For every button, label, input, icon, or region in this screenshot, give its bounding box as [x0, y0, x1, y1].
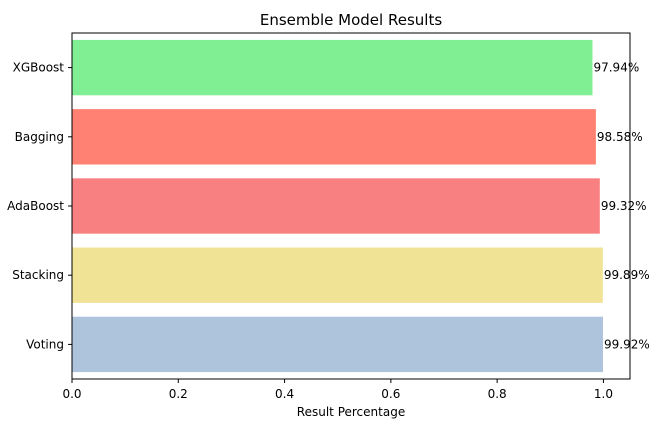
y-axis: Voting Stacking AdaBoost Bagging XGBoost	[7, 61, 72, 351]
x-axis: 0.0 0.2 0.4 0.6 0.8 1.0	[62, 379, 613, 401]
bar-voting	[72, 316, 604, 373]
chart-title: Ensemble Model Results	[260, 11, 442, 29]
y-tick-label-adaboost: AdaBoost	[7, 199, 64, 213]
x-tick-label: 0.4	[275, 387, 294, 401]
bar-xgboost	[72, 39, 593, 96]
x-tick-label: 0.6	[381, 387, 400, 401]
data-labels-group: 99.92% 99.89% 99.32% 98.58% 97.94%	[593, 61, 649, 352]
bar-stacking	[72, 247, 603, 303]
data-label-stacking: 99.89%	[604, 268, 650, 282]
bars-group	[72, 39, 604, 373]
x-tick-label: 1.0	[594, 387, 613, 401]
data-label-bagging: 98.58%	[597, 130, 643, 144]
data-label-xgboost: 97.94%	[593, 61, 639, 75]
x-tick-label: 0.0	[62, 387, 81, 401]
x-axis-label: Result Percentage	[297, 405, 405, 419]
y-tick-label-bagging: Bagging	[15, 130, 64, 144]
bar-adaboost	[72, 178, 600, 234]
y-tick-label-stacking: Stacking	[12, 268, 64, 282]
plot-frame	[71, 32, 631, 380]
x-tick-label: 0.8	[488, 387, 507, 401]
bar-bagging	[72, 109, 596, 165]
x-tick-label: 0.2	[169, 387, 188, 401]
y-tick-label-voting: Voting	[26, 337, 64, 351]
y-tick-label-xgboost: XGBoost	[13, 61, 65, 75]
data-label-adaboost: 99.32%	[601, 199, 647, 213]
data-label-voting: 99.92%	[604, 337, 650, 351]
